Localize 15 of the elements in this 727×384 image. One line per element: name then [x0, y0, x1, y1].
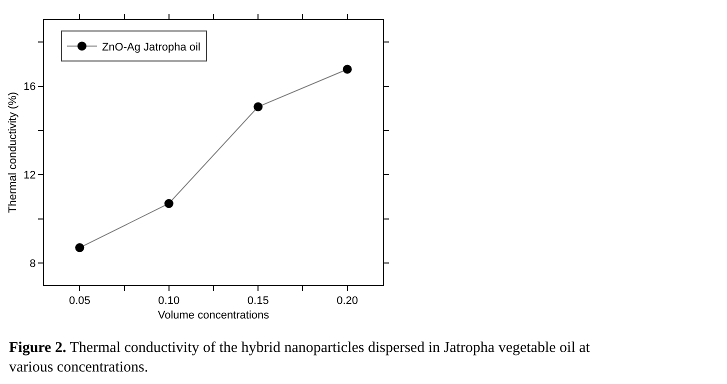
point: [75, 243, 84, 252]
x-tick-label: 0.10: [158, 295, 180, 308]
x-tick-label: 0.15: [247, 295, 269, 308]
x-tick-label: 0.05: [68, 295, 90, 308]
x-tick-label: 0.20: [336, 295, 358, 308]
y-tick-label: 16: [24, 81, 36, 94]
y-axis-title: Thermal conductivity (%): [7, 92, 20, 214]
y-tick-label: 12: [24, 169, 36, 182]
point: [254, 102, 263, 112]
point: [342, 64, 352, 74]
point: [164, 199, 174, 208]
y-tick-label: 8: [30, 258, 36, 270]
x-axis-title: Volume concentrations: [158, 309, 270, 322]
caption: Figure 2. Thermal conductivity of the hybrid nanoparticles dispersed in Jatropha vegetable oil at various concentrations.: [9, 340, 591, 376]
legend-label: ZnO-Ag Jatropha oil: [102, 41, 200, 54]
